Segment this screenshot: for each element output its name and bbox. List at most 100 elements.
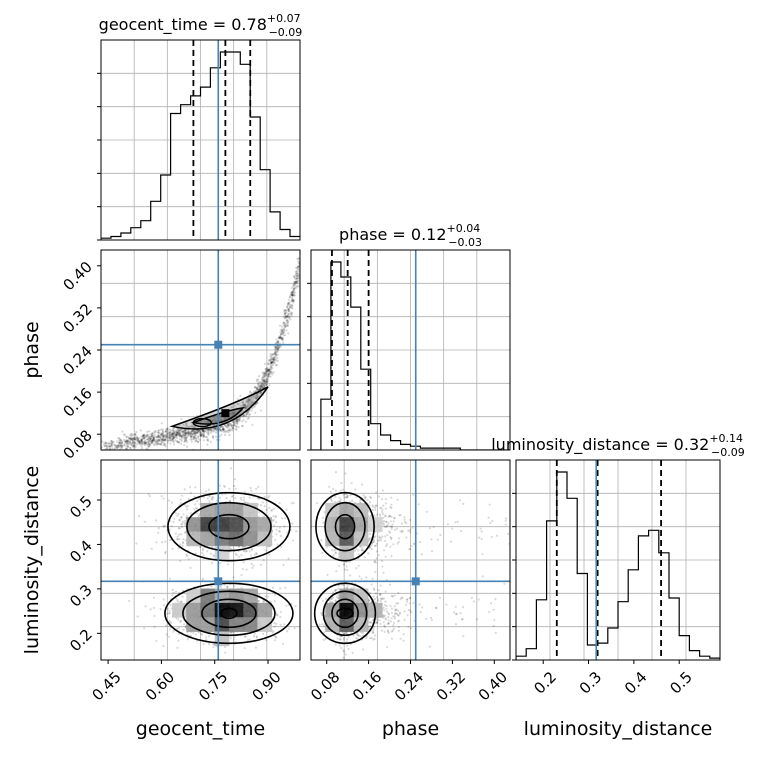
sample-point: [182, 538, 185, 541]
sample-point: [146, 430, 149, 433]
sample-point: [171, 433, 174, 436]
sample-point: [122, 444, 125, 447]
sample-point: [356, 637, 359, 641]
sample-point: [236, 418, 239, 421]
sample-point: [367, 552, 370, 555]
sample-point: [160, 432, 163, 435]
sample-point: [304, 239, 306, 241]
sample-point: [199, 431, 202, 434]
sample-point: [135, 542, 138, 545]
sample-point: [215, 586, 218, 589]
sample-point: [383, 609, 386, 612]
sample-point: [287, 298, 290, 301]
sample-point: [161, 430, 164, 434]
sample-point: [194, 432, 197, 435]
sample-point: [434, 606, 438, 609]
sample-point: [272, 358, 276, 361]
sample-point: [185, 422, 188, 425]
sample-point: [178, 435, 181, 438]
sample-point: [236, 420, 239, 423]
sample-point: [158, 440, 161, 443]
sample-point: [157, 439, 160, 442]
sample-point: [189, 426, 192, 429]
sample-point: [286, 304, 289, 307]
sample-point: [269, 375, 272, 378]
sample-point: [291, 298, 294, 301]
sample-point: [134, 438, 137, 441]
sample-point: [292, 501, 295, 504]
sample-point: [165, 435, 168, 438]
sample-point: [184, 432, 187, 436]
sample-point: [293, 294, 296, 297]
sample-point: [202, 439, 205, 442]
sample-point: [247, 399, 250, 402]
sample-point: [183, 519, 186, 522]
sample-point: [189, 434, 192, 437]
sample-point: [172, 630, 175, 633]
sample-point: [142, 435, 145, 438]
sample-point: [268, 495, 271, 498]
sample-point: [338, 638, 342, 641]
sample-point: [477, 598, 480, 601]
sample-point: [378, 535, 381, 538]
sample-point: [227, 424, 230, 427]
sample-point: [289, 305, 292, 309]
sample-point: [246, 639, 249, 642]
sample-point: [297, 285, 300, 288]
sample-point: [188, 432, 191, 435]
sample-point: [286, 315, 289, 318]
sample-point: [287, 308, 290, 311]
sample-point: [157, 442, 160, 445]
sample-point: [131, 437, 134, 440]
sample-point: [337, 500, 340, 503]
sample-point: [180, 523, 183, 526]
sample-point: [302, 249, 304, 251]
sample-point: [111, 454, 113, 456]
sample-point: [408, 597, 412, 600]
sample-point: [185, 424, 188, 427]
sample-point: [185, 436, 188, 439]
sample-point: [127, 445, 130, 448]
sample-point: [218, 428, 221, 431]
sample-point: [278, 346, 281, 349]
sample-point: [199, 431, 202, 434]
sample-point: [141, 443, 144, 446]
sample-point: [293, 280, 296, 283]
sample-point: [351, 651, 354, 655]
sample-point: [180, 516, 183, 519]
sample-point: [278, 502, 281, 505]
sample-point: [246, 400, 249, 403]
sample-point: [209, 429, 212, 432]
sample-point: [242, 549, 245, 552]
sample-point: [462, 606, 465, 609]
sample-point: [258, 385, 261, 388]
sample-point: [143, 436, 146, 439]
sample-point: [234, 497, 237, 500]
sample-point: [149, 608, 152, 611]
sample-point: [201, 430, 204, 433]
sample-point: [338, 632, 341, 635]
sample-point: [389, 531, 392, 534]
sample-point: [301, 254, 303, 256]
sample-point: [203, 432, 206, 435]
sample-point: [276, 347, 279, 350]
sample-point: [177, 429, 180, 432]
sample-point: [183, 440, 186, 444]
sample-point: [230, 495, 233, 498]
sample-point: [291, 539, 295, 542]
sample-point: [379, 507, 382, 510]
sample-point: [144, 441, 147, 445]
sample-point: [178, 431, 181, 434]
sample-point: [376, 550, 379, 553]
sample-point: [188, 432, 192, 435]
sample-point: [168, 611, 171, 615]
sample-point: [260, 409, 263, 412]
sample-point: [168, 539, 171, 542]
density-cell: [257, 602, 273, 618]
sample-point: [251, 395, 254, 398]
sample-point: [245, 549, 248, 552]
sample-point: [207, 433, 210, 436]
sample-point: [397, 625, 400, 629]
sample-point: [142, 437, 145, 440]
sample-point: [173, 517, 176, 520]
